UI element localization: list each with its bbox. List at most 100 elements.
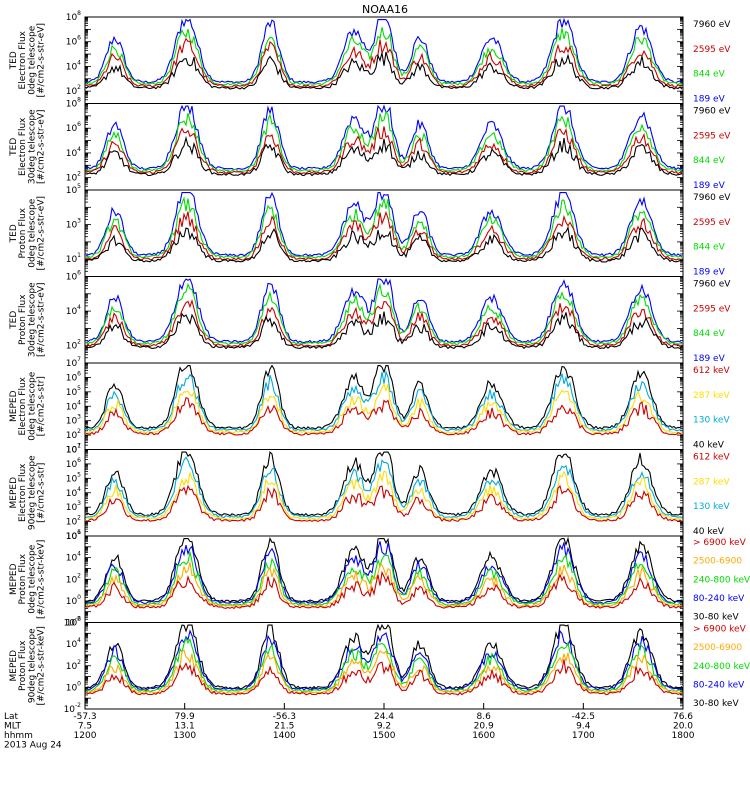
series-trace [85,450,683,517]
legend-entry: 2500-6900 [693,643,742,653]
legend-entry: 2595 eV [693,131,731,141]
series-trace [85,104,683,171]
y-axis-label-line: Electron Flux [18,463,28,522]
plot-area [85,623,683,696]
series-trace [85,277,683,344]
x-tick-label-mlt: 7.5 [78,722,92,732]
legend-entry: 130 keV [693,416,730,426]
plot-area [85,104,683,177]
legend-entry: 2595 eV [693,45,731,55]
y-axis-label-line: MEPED [9,650,19,682]
y-axis-label-line: Electron Flux [18,117,28,176]
x-tick-label-mlt: 20.0 [673,722,693,732]
y-tick-label: 101 [66,252,81,265]
y-axis-label-line: Proton Flux [18,294,28,345]
series-trace [85,196,683,259]
panel-2: 102 104 106 108 TED Electron Flux 30deg telesc… [9,97,731,192]
plot-area [85,277,683,350]
y-axis-label-line: 30deg telescope [27,282,37,357]
legend-entry: 2500-6900 [693,557,742,567]
panel-frame [84,16,684,104]
series-trace [85,126,683,175]
y-tick-label: 105 [66,385,81,398]
y-tick-label: 107 [66,356,81,369]
plot-area [85,364,683,436]
y-tick-label: 106 [66,270,81,283]
y-tick-label: 102 [66,659,81,672]
series-trace [85,636,683,693]
y-tick-label: 106 [66,121,81,134]
y-tick-label: 104 [66,486,81,499]
y-axis-label: TED Proton Flux 30deg telescope [#/cm2-s-st… [9,282,47,357]
y-tick-label: 104 [66,59,81,72]
y-tick-label: 106 [66,35,81,48]
panel-7: 10-2 100 102 104 106 MEPED Proton Flux 0deg tel… [9,529,750,629]
series-trace [85,470,683,521]
legend-entry: 189 eV [693,268,726,278]
x-tick-label-hhmm: 1600 [472,731,495,741]
y-axis-label-line: [#/cm2-s-str-keV] [37,540,47,619]
x-tick-label-mlt: 20.9 [474,722,494,732]
series-trace [85,396,683,436]
y-axis-label-line: Electron Flux [18,376,28,435]
y-tick-label: 103 [66,414,81,427]
series-trace [85,17,683,84]
legend-entry: 612 keV [693,453,730,463]
legend-entry: 80-240 keV [693,594,745,604]
x-row-label: MLT [4,722,22,732]
y-tick-label: 104 [66,551,81,564]
legend-entry: 844 eV [693,329,726,339]
x-tick-label-lat: -56.3 [273,712,296,722]
legend-entry: 844 eV [693,70,726,80]
series-trace [85,456,683,519]
x-tick-label-lat: 8.6 [477,712,492,722]
y-axis-label-line: Proton Flux [18,207,28,258]
y-axis-label-line: TED [9,51,19,70]
y-axis-label-line: [#/cm2-s-str-eV] [37,109,47,184]
y-axis-label: TED Electron Flux 30deg telescope [#/cm2-s-… [9,109,47,184]
series-trace [85,27,683,86]
y-tick-label: 103 [66,500,81,513]
y-tick-label: 10-2 [64,616,82,629]
y-axis-label-line: Proton Flux [18,640,28,691]
y-tick-label: 102 [66,428,81,441]
y-axis-label-line: TED [9,224,19,243]
y-axis-label: TED Electron Flux 0deg telescope [#/cm2-s-s… [9,23,47,98]
legend-entry: 40 keV [693,441,725,451]
y-axis-label-line: MEPED [9,563,19,595]
y-tick-label: 105 [66,471,81,484]
legend-entry: 2595 eV [693,304,731,314]
series-trace [85,551,683,607]
y-axis-label-line: Electron Flux [18,30,28,89]
y-axis-label-line: 0deg telescope [27,198,37,268]
series-trace [85,282,683,346]
legend-entry: 189 eV [693,181,726,191]
series-trace [85,659,683,696]
y-axis-label-line: [#/cm2-s-str-eV] [37,23,47,98]
y-axis-label-line: MEPED [9,390,19,422]
y-tick-label: 102 [66,339,81,352]
x-tick-label-hhmm: 1500 [373,731,396,741]
plot-area [85,191,683,263]
x-tick-label-hhmm: 1800 [672,731,695,741]
series-trace [85,191,683,257]
series-trace [85,382,683,434]
x-tick-label-mlt: 9.4 [576,722,591,732]
y-axis-label: MEPED Proton Flux 0deg telescope [#/cm2-s-s… [9,540,47,619]
y-tick-label: 104 [66,304,81,317]
legend-entry: 240-800 keV [693,662,750,672]
y-tick-label: 101 [66,529,81,542]
legend-entry: 7960 eV [693,280,731,290]
date-label: 2013 Aug 24 [4,741,62,751]
series-trace [85,570,683,610]
x-tick-label-lat: 24.4 [374,712,394,722]
panel-1: 102 104 106 108 TED Electron Flux 0deg telesco… [9,10,731,105]
x-tick-label-hhmm: 1300 [173,731,196,741]
legend-entry: 130 keV [693,502,730,512]
legend-entry: 844 eV [693,243,726,253]
series-trace [85,484,683,523]
series-trace [85,541,683,605]
y-axis-label-line: 0deg telescope [27,544,37,614]
legend-entry: 30-80 keV [693,699,739,709]
